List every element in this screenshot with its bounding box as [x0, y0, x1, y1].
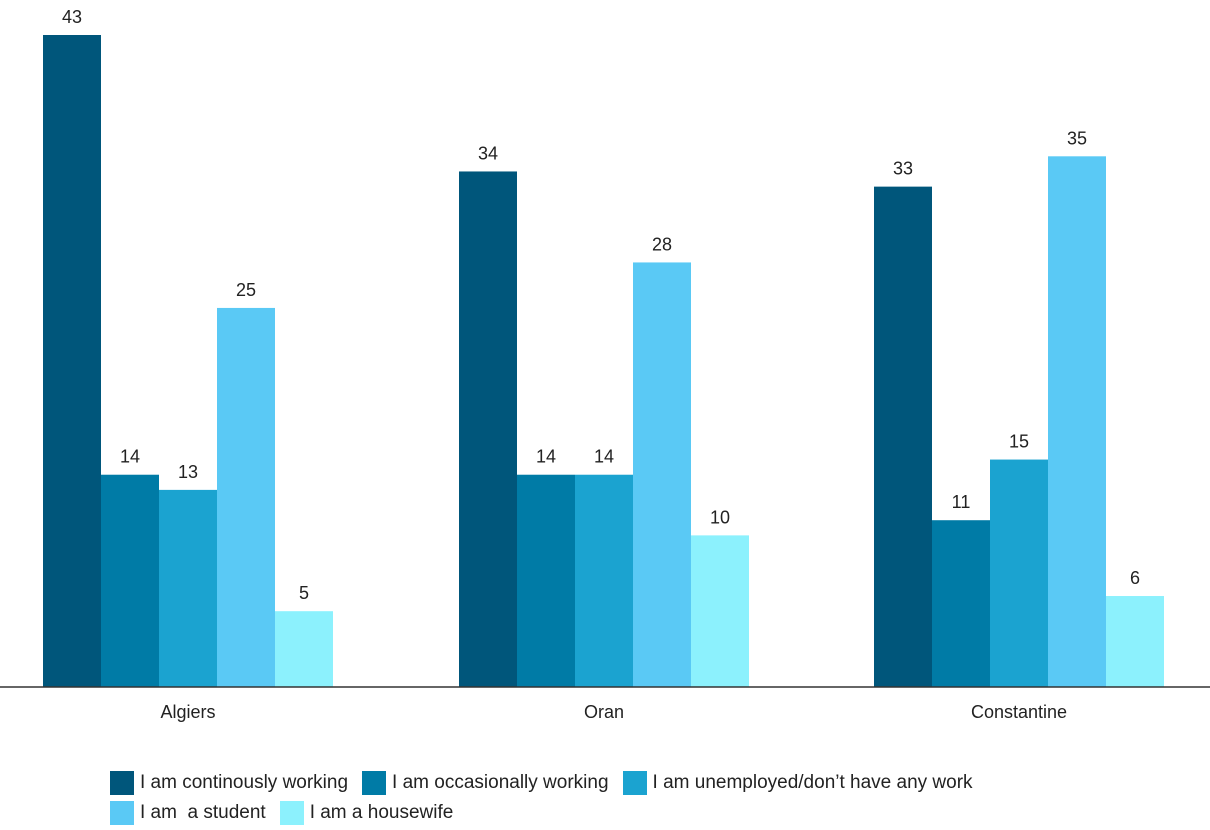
legend-row-1: I am continously working I am occasional…	[110, 768, 1160, 798]
bar-oran-series-5	[691, 535, 749, 687]
bar-algiers-series-1	[43, 35, 101, 687]
value-label-oran-series-2: 14	[536, 447, 556, 467]
value-label-constantine-series-1: 33	[893, 159, 913, 179]
bar-constantine-series-4	[1048, 156, 1106, 688]
value-label-algiers-series-3: 13	[178, 462, 198, 482]
legend-item-housewife: I am a housewife	[279, 801, 454, 825]
bar-algiers-series-2	[101, 474, 159, 687]
category-label-algiers: Algiers	[160, 702, 215, 722]
bar-oran-series-2	[517, 474, 575, 687]
category-label-oran: Oran	[584, 702, 624, 722]
legend-label: I am occasionally working	[392, 772, 609, 793]
legend-item-student: I am a student	[110, 801, 266, 825]
legend-swatch	[110, 771, 134, 795]
value-label-oran-series-1: 34	[478, 143, 498, 163]
value-label-constantine-series-5: 6	[1130, 568, 1140, 588]
value-label-constantine-series-4: 35	[1067, 128, 1087, 148]
legend-label: I am unemployed/don’t have any work	[652, 772, 973, 793]
legend-swatch	[622, 771, 647, 795]
value-label-algiers-series-4: 25	[236, 280, 256, 300]
bar-constantine-series-5	[1106, 596, 1164, 687]
value-labels-layer: 43 14 13 25 5 34 14 14 28 10 33 11 15 35 6	[62, 7, 1140, 603]
legend-swatch	[110, 801, 134, 825]
bars-layer	[43, 35, 1164, 688]
bar-oran-series-3	[575, 474, 633, 687]
bar-oran-series-4	[633, 262, 691, 687]
value-label-constantine-series-2: 11	[952, 492, 971, 512]
legend: I am continously working I am occasional…	[110, 768, 1160, 828]
bar-algiers-series-4	[217, 307, 275, 687]
value-label-oran-series-3: 14	[594, 447, 614, 467]
bar-chart: 43 14 13 25 5 34 14 14 28 10 33 11 15 35 6 Algiers Oran…	[0, 7, 1210, 722]
legend-item-occasionally-working: I am occasionally working	[362, 771, 609, 795]
category-label-constantine: Constantine	[971, 702, 1067, 722]
bar-constantine-series-3	[990, 459, 1048, 687]
value-label-oran-series-4: 28	[652, 234, 672, 254]
bar-oran-series-1	[459, 171, 517, 688]
legend-item-continously-working: I am continously working	[110, 771, 348, 795]
bar-constantine-series-2	[932, 520, 990, 687]
value-label-oran-series-5: 10	[710, 507, 730, 527]
bar-constantine-series-1	[874, 186, 932, 687]
category-labels-layer: Algiers Oran Constantine	[160, 702, 1067, 722]
legend-swatch	[279, 801, 304, 825]
legend-swatch	[362, 771, 387, 795]
value-label-algiers-series-1: 43	[62, 7, 82, 27]
bar-algiers-series-5	[275, 611, 333, 687]
legend-label: I am continously working	[140, 772, 349, 793]
legend-label: I am a student	[140, 802, 266, 823]
legend-row-2: I am a student I am a housewife	[110, 798, 1160, 828]
legend-label: I am a housewife	[309, 802, 454, 823]
value-label-algiers-series-2: 14	[120, 447, 140, 467]
bar-algiers-series-3	[159, 489, 217, 687]
value-label-constantine-series-3: 15	[1009, 432, 1029, 452]
legend-item-unemployed: I am unemployed/don’t have any work	[622, 771, 973, 795]
value-label-algiers-series-5: 5	[299, 583, 309, 603]
